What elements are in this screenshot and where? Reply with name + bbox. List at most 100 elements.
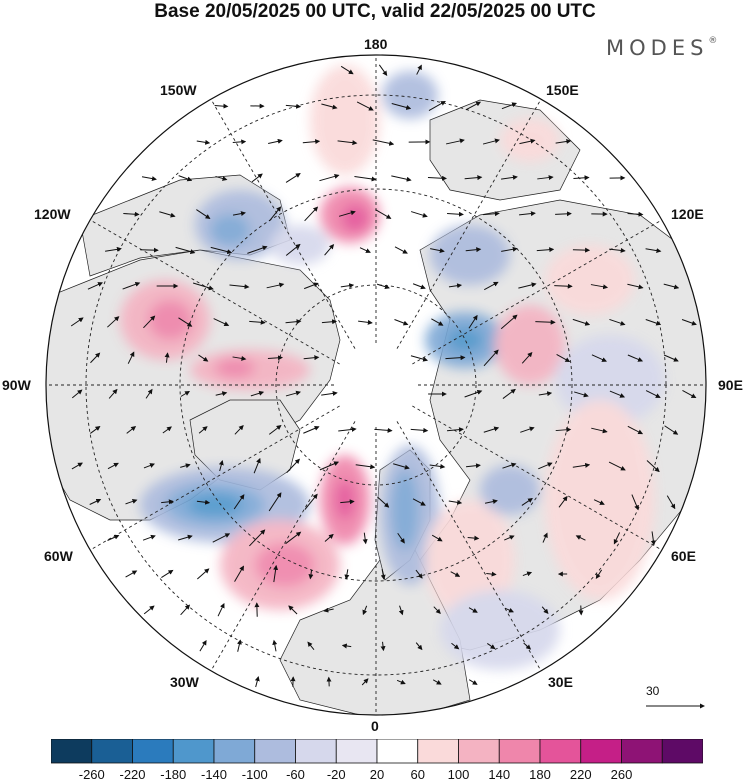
wind-vector — [372, 139, 395, 146]
anomaly-shading — [120, 65, 665, 670]
wind-vector — [273, 564, 279, 583]
wind-vector — [218, 460, 224, 472]
colorbar-tick-label: -140 — [200, 767, 228, 782]
wind-vector — [272, 639, 278, 652]
wind-vector — [468, 607, 478, 613]
wind-vector — [127, 351, 135, 364]
colorbar-swatch — [458, 739, 500, 764]
wind-vector — [609, 390, 626, 398]
wind-vector — [308, 569, 314, 580]
wind-vector — [175, 246, 196, 254]
wind-vector — [650, 531, 656, 546]
wind-vector — [591, 354, 607, 362]
wind-vector — [122, 281, 141, 290]
colorbar-swatch — [580, 739, 622, 764]
lon-label-150e: 150E — [546, 82, 579, 98]
wind-vector — [535, 319, 556, 325]
wind-vector — [285, 319, 302, 325]
wind-vector — [595, 569, 603, 579]
wind-vector — [210, 246, 233, 255]
meridian-line — [396, 421, 542, 672]
wind-vector — [234, 565, 244, 582]
wind-vector — [445, 355, 466, 361]
wind-vector — [375, 209, 392, 219]
wind-vector — [214, 103, 229, 109]
wind-vector — [198, 426, 208, 434]
meridian-line — [396, 98, 542, 349]
colorbar-tick-label: 220 — [569, 767, 592, 782]
wind-vector — [217, 602, 225, 617]
wind-vector — [590, 284, 609, 290]
wind-vector — [87, 282, 103, 290]
wind-vector — [125, 499, 138, 505]
wind-vector — [450, 571, 461, 577]
wind-vector — [415, 569, 423, 579]
wind-vector — [358, 319, 373, 325]
map-boundary — [45, 54, 707, 716]
wind-vector — [627, 211, 644, 217]
colorbar-tick-label: -260 — [78, 767, 105, 782]
colorbar-swatch — [213, 739, 256, 764]
colorbar-swatch — [254, 739, 296, 764]
colorbar-tick-label: -100 — [241, 767, 268, 782]
meridians — [46, 55, 706, 715]
wind-vector — [666, 495, 676, 510]
wind-vector — [663, 354, 679, 362]
wind-vector — [502, 388, 516, 399]
wind-vector — [538, 462, 553, 470]
wind-vector — [464, 390, 483, 398]
wind-vector — [429, 463, 446, 469]
wind-vector — [591, 427, 608, 434]
wind-vector — [500, 314, 518, 330]
lon-label-60w: 60W — [44, 548, 73, 564]
wind-vector — [340, 65, 354, 75]
wind-vector — [232, 211, 246, 217]
wind-vector — [541, 606, 549, 614]
wind-vector — [397, 532, 405, 544]
wind-vector — [645, 248, 662, 254]
wind-vector — [609, 318, 626, 326]
wind-vector — [556, 354, 571, 363]
wind-vector — [427, 175, 448, 181]
wind-vector — [465, 101, 482, 111]
wind-vector — [319, 173, 340, 182]
lon-label-60e: 60E — [671, 548, 696, 564]
wind-vector — [303, 355, 320, 361]
wind-vector — [393, 463, 410, 470]
wind-vector — [377, 496, 390, 508]
wind-vector — [307, 641, 315, 651]
wind-vector — [502, 462, 517, 469]
colorbar — [51, 739, 703, 764]
wind-vector — [410, 211, 428, 218]
wind-vector — [664, 425, 679, 435]
meridian-line — [210, 98, 356, 349]
wind-vector — [522, 571, 533, 577]
wind-vector — [398, 605, 404, 616]
wind-vector — [319, 461, 340, 471]
wind-vector — [645, 390, 661, 398]
wind-vector — [344, 569, 350, 580]
wind-vector — [465, 463, 481, 469]
wind-vector — [213, 318, 230, 326]
wind-vector — [107, 316, 120, 328]
lon-label-180: 180 — [364, 36, 388, 52]
lon-label-120e: 120E — [671, 206, 704, 222]
wind-vector — [394, 319, 409, 326]
wind-vector — [229, 284, 250, 290]
wind-vector — [572, 247, 591, 253]
wind-vector — [428, 101, 446, 111]
wind-vector — [575, 535, 586, 541]
wind-vector — [107, 534, 120, 541]
wind-vector — [123, 211, 140, 217]
wind-vector — [415, 642, 423, 651]
wind-vector — [396, 679, 406, 685]
wind-vector — [268, 424, 282, 435]
wind-vector — [448, 499, 463, 505]
wind-vectors — [70, 64, 697, 688]
wind-vector — [447, 211, 464, 217]
wind-vector — [504, 607, 514, 613]
wind-vector — [609, 247, 626, 253]
wind-vector — [380, 641, 386, 652]
wind-vector — [196, 499, 211, 505]
